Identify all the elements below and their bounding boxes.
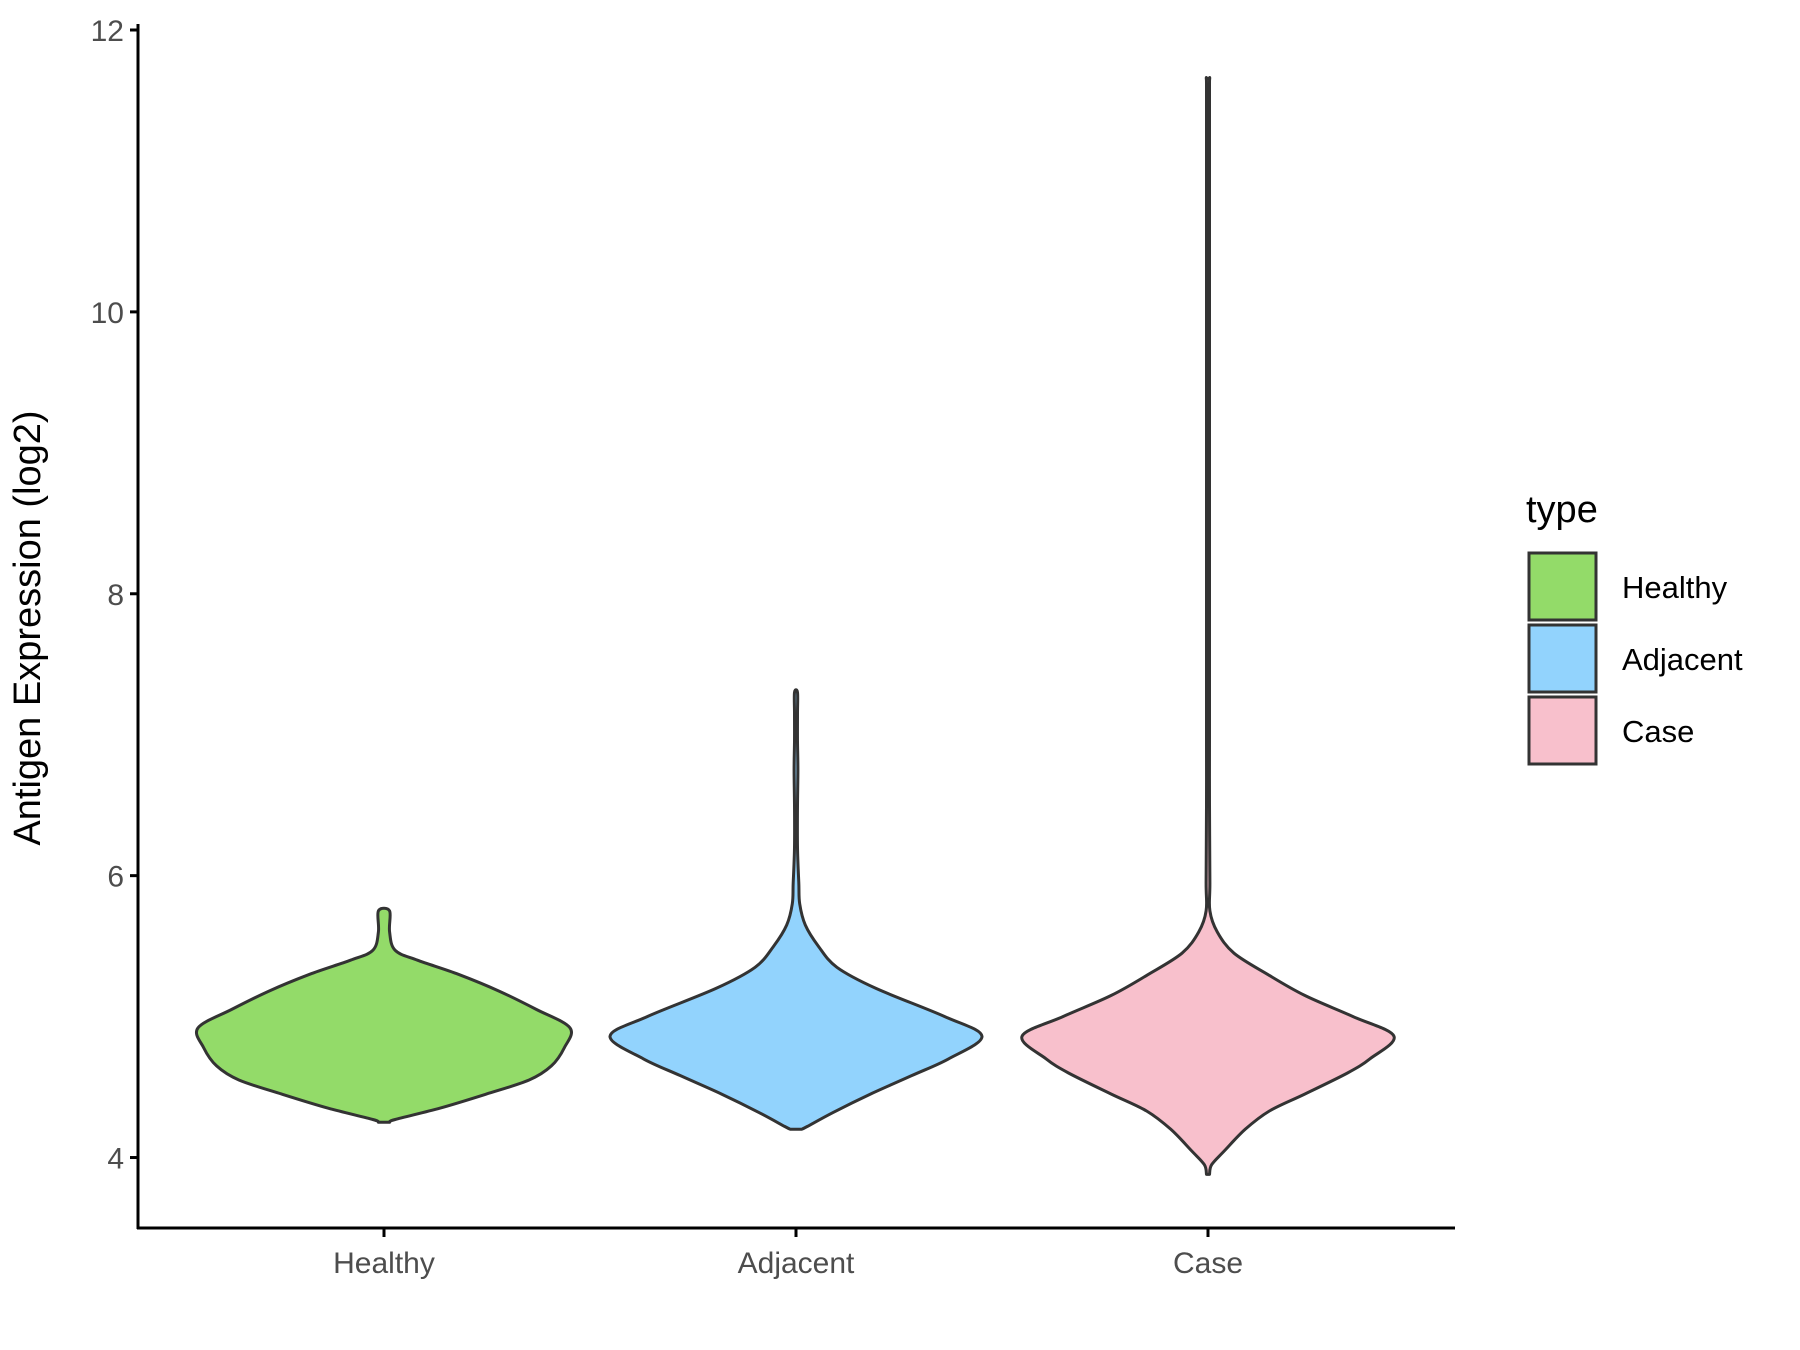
x-tick-label: Case bbox=[1173, 1247, 1243, 1280]
y-tick-label: 10 bbox=[91, 297, 124, 330]
x-tick-label: Healthy bbox=[333, 1247, 435, 1280]
legend-swatch-healthy bbox=[1527, 551, 1598, 622]
x-axis-ticks: Healthy Adjacent Case bbox=[333, 1228, 1243, 1280]
legend-title: type bbox=[1526, 489, 1598, 531]
y-tick-label: 6 bbox=[107, 861, 124, 894]
legend-swatch-case bbox=[1527, 695, 1598, 766]
legend: type Healthy Adjacent Case bbox=[1526, 489, 1743, 766]
x-tick-label: Adjacent bbox=[738, 1247, 855, 1280]
legend-swatch-adjacent bbox=[1527, 623, 1598, 694]
violin-healthy bbox=[194, 906, 573, 1124]
y-axis-ticks: 4 6 8 10 12 bbox=[91, 15, 138, 1176]
violin-layer bbox=[194, 76, 1396, 1176]
legend-label: Case bbox=[1622, 714, 1694, 749]
violin-adjacent bbox=[608, 688, 984, 1131]
legend-items: Healthy Adjacent Case bbox=[1527, 551, 1743, 766]
y-tick-label: 8 bbox=[107, 579, 124, 612]
y-axis-title: Antigen Expression (log2) bbox=[7, 410, 49, 845]
y-tick-label: 12 bbox=[91, 15, 124, 48]
violin-case bbox=[1020, 76, 1396, 1176]
y-tick-label: 4 bbox=[107, 1143, 124, 1176]
legend-label: Adjacent bbox=[1622, 642, 1743, 677]
legend-label: Healthy bbox=[1622, 570, 1728, 605]
